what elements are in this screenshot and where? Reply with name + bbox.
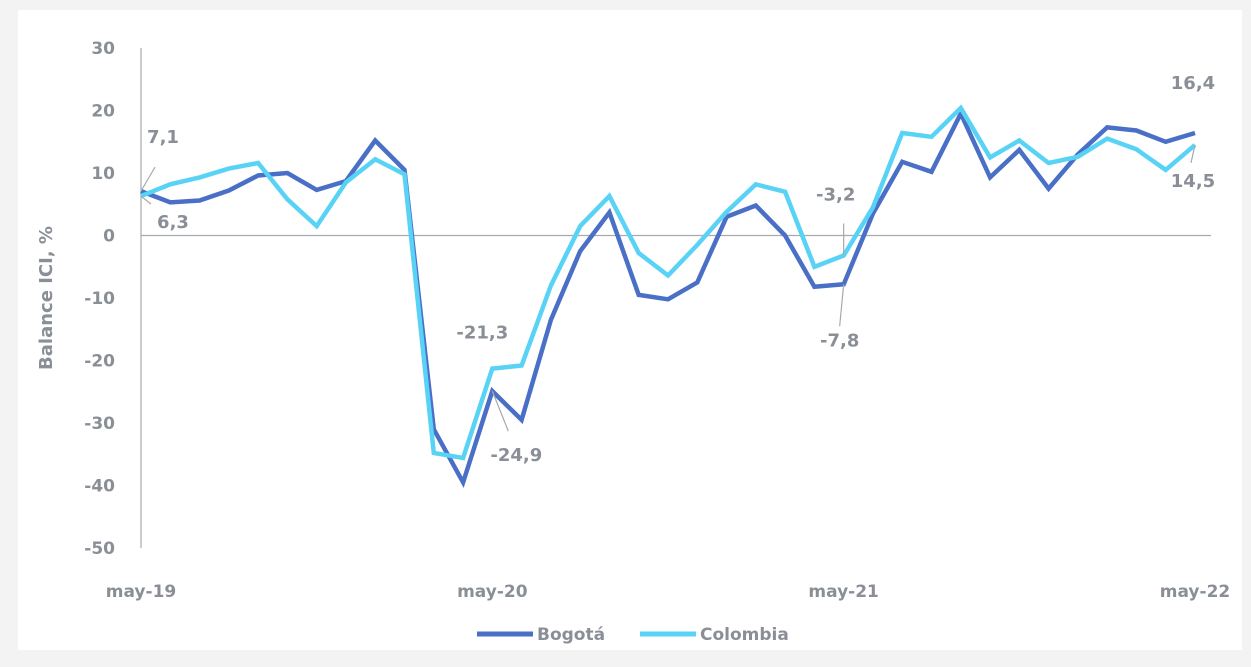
legend-label-bogota: Bogotá [537,625,605,645]
y-tick-label: -20 [84,352,115,372]
chart-card [18,10,1242,650]
x-tick-label: may-19 [106,582,176,602]
y-tick-label: 20 [91,102,115,122]
data-label: 14,5 [1171,171,1215,192]
data-label: -3,2 [816,185,855,206]
y-tick-label: 10 [91,164,115,184]
data-label: 7,1 [147,127,179,148]
data-label: -24,9 [490,445,542,466]
data-label: -7,8 [820,330,859,351]
y-tick-label: -10 [84,289,115,309]
y-tick-label: -30 [84,414,115,434]
x-tick-label: may-22 [1160,582,1230,602]
y-tick-label: 30 [91,39,115,59]
legend-label-colombia: Colombia [700,625,789,645]
x-tick-label: may-20 [457,582,528,602]
series-line-colombia [140,104,1197,461]
annotation-leader [140,166,156,192]
y-tick-label: -50 [84,539,115,559]
annotation-leader [491,390,509,432]
y-tick-label: 0 [103,227,115,247]
annotation-leader [839,284,845,327]
series-line-bogota [140,108,1196,489]
annotation-leader [140,195,152,205]
data-label: 16,4 [1171,73,1215,94]
data-label: -21,3 [456,323,508,344]
y-tick-label: -40 [84,477,115,497]
x-tick-label: may-21 [808,582,878,602]
data-label: 6,3 [157,212,189,233]
annotation-leader [1190,144,1196,164]
y-axis-label: Balance ICI, % [36,226,57,370]
